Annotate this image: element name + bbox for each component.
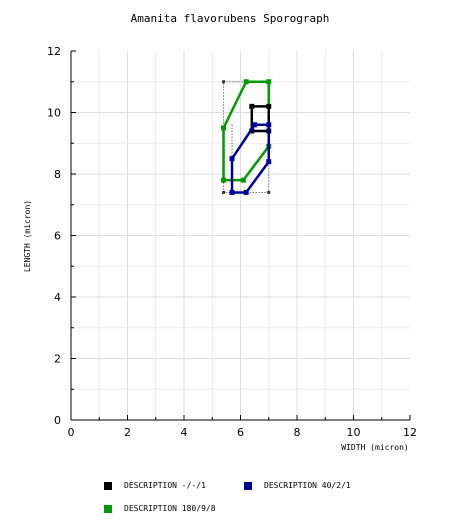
series-point bbox=[240, 177, 246, 183]
legend-swatch-black bbox=[104, 481, 112, 490]
series-point bbox=[252, 122, 258, 128]
series-group bbox=[221, 79, 272, 195]
series-point bbox=[221, 125, 227, 131]
x-tick-label: 2 bbox=[124, 426, 131, 439]
series-point bbox=[221, 177, 227, 183]
series-point bbox=[266, 103, 272, 109]
x-tick-label: 10 bbox=[347, 426, 361, 439]
legend-label: DESCRIPTION -/-/1 bbox=[124, 481, 206, 490]
legend-swatch-green bbox=[104, 504, 112, 513]
series-point bbox=[243, 79, 249, 85]
y-tick-label: 8 bbox=[54, 168, 61, 181]
y-tick-label: 12 bbox=[47, 45, 61, 58]
dotted-range-point bbox=[222, 80, 226, 84]
y-tick-label: 2 bbox=[54, 353, 61, 366]
chart-axes bbox=[70, 50, 411, 421]
y-tick-label: 0 bbox=[54, 414, 61, 427]
series-point bbox=[243, 189, 249, 195]
y-tick-label: 6 bbox=[54, 230, 61, 243]
y-tick-label: 10 bbox=[47, 107, 61, 120]
series-3 bbox=[229, 122, 272, 195]
chart-grid bbox=[71, 51, 410, 420]
x-tick-label: 6 bbox=[237, 426, 244, 439]
dotted-range-point bbox=[267, 190, 271, 194]
series-point bbox=[266, 122, 272, 128]
y-tick-label: 4 bbox=[54, 291, 61, 304]
series-point bbox=[266, 79, 272, 85]
x-tick-label: 0 bbox=[68, 426, 75, 439]
x-tick-labels: 0 2 4 6 8 10 12 bbox=[68, 426, 418, 439]
x-axis-label: WIDTH (micron) bbox=[341, 443, 408, 452]
dotted-range-point bbox=[222, 190, 226, 194]
series-point bbox=[229, 156, 235, 162]
x-tick-label: 4 bbox=[181, 426, 188, 439]
legend-item-description-2: DESCRIPTION 40/2/1 bbox=[244, 481, 351, 490]
legend-label: DESCRIPTION 40/2/1 bbox=[264, 481, 351, 490]
sporograph-chart: Amanita flavorubens Sporograph 0 2 4 6 8 10 12… bbox=[23, 12, 418, 452]
x-tick-label: 12 bbox=[403, 426, 417, 439]
series-point bbox=[229, 189, 235, 195]
legend-item-description-3: DESCRIPTION 180/9/8 bbox=[104, 504, 216, 513]
legend-label: DESCRIPTION 180/9/8 bbox=[124, 504, 216, 513]
x-tick-label: 8 bbox=[294, 426, 301, 439]
y-axis-label: LENGTH (micron) bbox=[23, 200, 32, 272]
y-tick-labels: 0 2 4 6 8 10 12 bbox=[47, 45, 61, 427]
chart-legend: DESCRIPTION -/-/1 DESCRIPTION 40/2/1 DES… bbox=[0, 478, 460, 524]
series-point bbox=[266, 159, 272, 165]
legend-swatch-blue bbox=[244, 481, 252, 490]
legend-item-description-1: DESCRIPTION -/-/1 bbox=[104, 481, 206, 490]
chart-title: Amanita flavorubens Sporograph bbox=[131, 12, 330, 25]
series-point bbox=[249, 103, 255, 109]
